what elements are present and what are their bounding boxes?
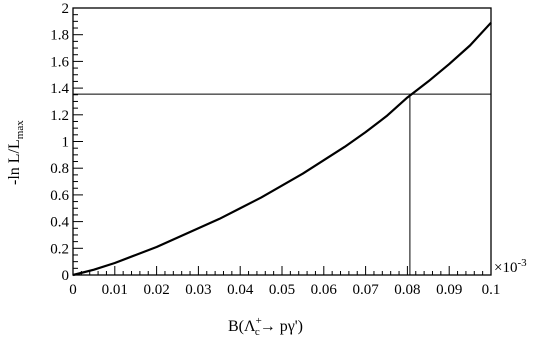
- y-tick-label: 0.8: [50, 161, 69, 177]
- x-axis-tick-labels: 0 0.01 0.02 0.03 0.04 0.05 0.06 0.07 0.08 0.09 0.1: [69, 282, 500, 298]
- x-axis-ticks: [72, 266, 492, 275]
- x-multiplier-base: ×10: [494, 260, 517, 276]
- x-tick-label: 0.06: [311, 282, 338, 298]
- y-axis-tick-labels: 0 0.2 0.4 0.6 0.8 1 1.2 1.4 1.6 1.8 2: [50, 1, 69, 284]
- y-tick-label: 0.2: [50, 241, 69, 257]
- x-tick-label: 0.01: [102, 282, 128, 298]
- x-axis-label-superscript: +: [256, 315, 262, 327]
- y-tick-label: 0.4: [50, 215, 69, 231]
- x-axis-label-suffix: pγ'): [276, 318, 303, 335]
- x-multiplier-exponent: -3: [517, 257, 527, 269]
- y-axis-label-subscript: max: [14, 120, 26, 139]
- likelihood-curve: [72, 21, 492, 277]
- y-tick-label: 1.4: [50, 81, 69, 97]
- series-layer: [72, 21, 492, 277]
- x-tick-label: 0.04: [227, 282, 254, 298]
- plot-frame: [72, 7, 492, 276]
- x-tick-label: 0.1: [482, 282, 501, 298]
- y-tick-label: 0.6: [50, 188, 69, 204]
- x-axis-label-arrow: →: [260, 318, 276, 335]
- y-tick-label: 1: [62, 135, 70, 151]
- x-tick-label: 0.09: [436, 282, 462, 298]
- x-tick-label: 0.07: [352, 282, 379, 298]
- x-axis-multiplier: ×10-3: [494, 257, 527, 276]
- reference-lines: [73, 93, 491, 275]
- x-tick-label: 0.03: [185, 282, 211, 298]
- x-tick-label: 0.05: [269, 282, 295, 298]
- y-tick-label: 0: [62, 268, 70, 284]
- y-axis-label: -ln L/Lmax: [6, 120, 26, 185]
- y-tick-label: 1.8: [50, 28, 69, 44]
- x-axis-label-prefix: B(: [228, 318, 244, 335]
- x-axis-label-subscript: c: [255, 326, 260, 338]
- y-tick-label: 2: [62, 1, 70, 17]
- y-axis-label-main: -ln L/L: [6, 139, 23, 185]
- y-tick-label: 1.6: [50, 54, 69, 70]
- x-tick-label: 0.08: [394, 282, 420, 298]
- x-axis-label: B(Λ+ c→ pγ'): [228, 315, 303, 338]
- x-axis-label-symbol: Λ: [244, 318, 256, 335]
- y-tick-label: 1.2: [50, 108, 69, 124]
- x-tick-label: 0.02: [143, 282, 169, 298]
- y-axis-ticks: [73, 7, 83, 276]
- x-tick-label: 0: [69, 282, 77, 298]
